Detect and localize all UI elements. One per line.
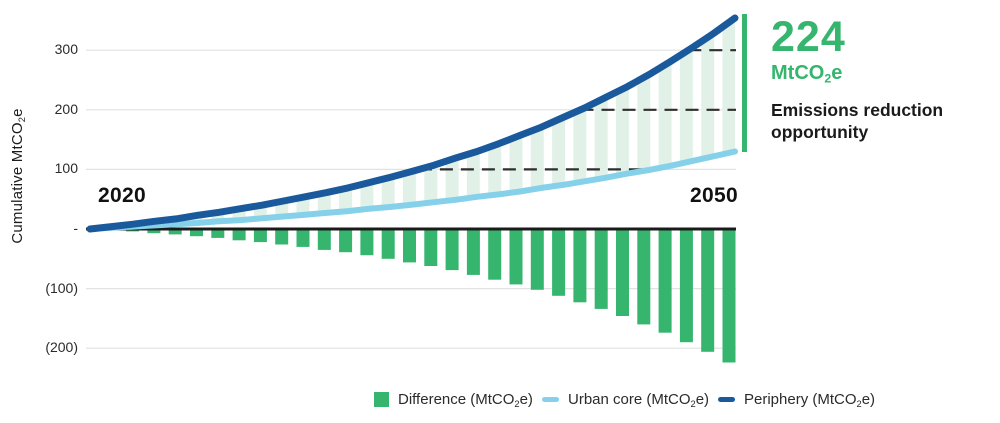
difference-bar bbox=[552, 229, 566, 296]
difference-bar bbox=[594, 229, 608, 309]
difference-bar bbox=[679, 229, 693, 343]
callout-description: Emissions reduction opportunity bbox=[771, 99, 944, 143]
y-axis-tick-labels: 300 200 100 - (100) (200) bbox=[0, 0, 78, 423]
callout: 224 MtCO2e Emissions reduction opportuni… bbox=[771, 16, 986, 144]
y-tick-label: 200 bbox=[54, 100, 78, 117]
callout-accent-bar bbox=[742, 14, 747, 152]
difference-bar bbox=[232, 229, 246, 241]
difference-bar bbox=[339, 229, 353, 253]
difference-bar bbox=[360, 229, 374, 256]
urban-core-line bbox=[87, 148, 738, 232]
difference-bar bbox=[253, 229, 267, 243]
difference-bar bbox=[722, 229, 736, 363]
difference-bar bbox=[275, 229, 289, 245]
x-axis-label-start: 2020 bbox=[98, 184, 146, 207]
legend-item-label: Difference (MtCO2e) bbox=[398, 391, 533, 409]
difference-bar bbox=[530, 229, 544, 290]
difference-bar bbox=[637, 229, 651, 325]
difference-bar bbox=[317, 229, 331, 250]
difference-bar bbox=[573, 229, 587, 303]
difference-bar bbox=[616, 229, 629, 316]
y-tick-label: 300 bbox=[54, 41, 78, 58]
difference-bar bbox=[211, 229, 225, 238]
difference-band bbox=[90, 18, 735, 229]
y-tick-label: (100) bbox=[45, 279, 78, 296]
difference-bar bbox=[403, 229, 416, 263]
legend-square-swatch-icon bbox=[374, 392, 389, 408]
difference-bar bbox=[381, 229, 395, 259]
y-tick-label: 100 bbox=[54, 160, 78, 177]
legend-line-swatch-icon bbox=[542, 397, 559, 403]
x-axis-label-end: 2050 bbox=[690, 184, 738, 207]
difference-bar bbox=[147, 229, 161, 234]
difference-bar bbox=[488, 229, 502, 280]
difference-bar bbox=[190, 229, 203, 237]
callout-unit: MtCO2e bbox=[771, 62, 843, 86]
y-tick-label: (200) bbox=[45, 339, 78, 356]
difference-bar bbox=[296, 229, 310, 247]
y-tick-label: - bbox=[73, 220, 78, 236]
legend-item-label: Urban core (MtCO2e) bbox=[568, 391, 710, 409]
legend-line-swatch-icon bbox=[718, 397, 735, 403]
legend-item-label: Periphery (MtCO2e) bbox=[744, 391, 876, 409]
legend-item-difference[interactable]: Difference (MtCO2e) bbox=[374, 391, 533, 409]
periphery-line bbox=[86, 14, 739, 233]
difference-bar bbox=[445, 229, 459, 271]
legend-item-urban[interactable]: Urban core (MtCO2e) bbox=[542, 391, 709, 409]
callout-value: 224 bbox=[771, 13, 846, 61]
difference-bar bbox=[466, 229, 480, 275]
difference-bar bbox=[658, 229, 672, 333]
difference-bar bbox=[168, 229, 182, 235]
difference-bar bbox=[701, 229, 715, 352]
difference-bar bbox=[424, 229, 438, 266]
legend-item-periphery[interactable]: Periphery (MtCO2e) bbox=[718, 391, 875, 409]
difference-bar bbox=[509, 229, 523, 285]
